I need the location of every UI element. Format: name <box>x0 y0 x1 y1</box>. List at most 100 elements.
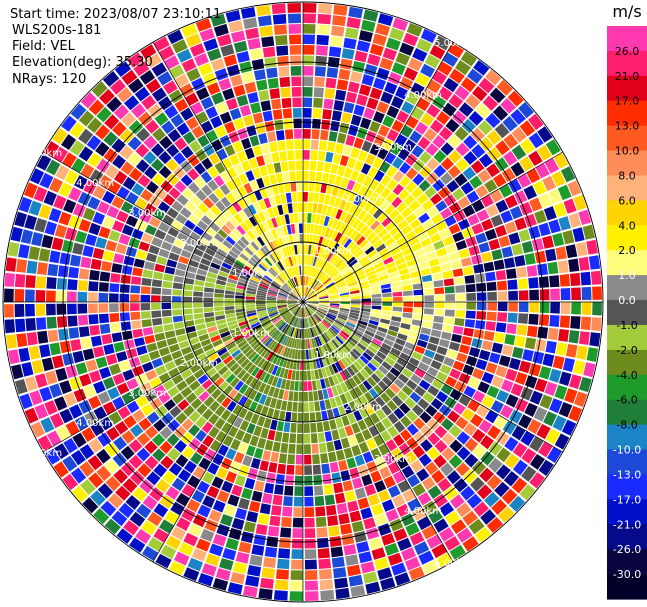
velocity-gate <box>504 436 519 452</box>
velocity-gate <box>316 258 322 268</box>
velocity-gate <box>245 170 255 182</box>
velocity-gate <box>387 425 399 438</box>
velocity-gate <box>366 97 379 110</box>
velocity-gate <box>331 218 339 230</box>
velocity-gate <box>288 256 293 267</box>
velocity-gate <box>434 294 445 301</box>
velocity-gate <box>339 122 350 134</box>
velocity-gate <box>581 286 592 300</box>
velocity-gate <box>413 295 424 302</box>
velocity-gate <box>340 299 350 302</box>
velocity-gate <box>292 359 297 370</box>
velocity-gate <box>315 214 321 225</box>
range-ring-label: 1.00km <box>314 246 352 257</box>
velocity-gate <box>243 398 253 410</box>
velocity-gate <box>317 390 324 401</box>
velocity-gate <box>266 303 277 306</box>
velocity-gate <box>359 395 369 406</box>
velocity-gate <box>248 157 258 169</box>
velocity-gate <box>52 355 64 369</box>
velocity-gate <box>271 376 279 387</box>
velocity-gate <box>303 412 310 423</box>
velocity-gate <box>249 401 258 413</box>
velocity-gate <box>406 22 423 37</box>
velocity-gate <box>291 278 297 288</box>
velocity-gate <box>49 250 61 264</box>
velocity-gate <box>140 311 151 319</box>
velocity-gate <box>75 362 88 375</box>
velocity-gate <box>413 307 424 314</box>
velocity-gate <box>36 154 52 171</box>
velocity-gate <box>592 286 602 300</box>
velocity-gate <box>244 477 256 490</box>
velocity-gate <box>418 179 431 192</box>
velocity-gate <box>390 247 401 256</box>
velocity-gate <box>310 266 314 277</box>
velocity-gate <box>421 88 436 103</box>
velocity-gate <box>239 420 250 432</box>
velocity-gate <box>384 237 395 247</box>
velocity-gate <box>359 239 369 249</box>
velocity-gate <box>158 151 172 165</box>
velocity-gate <box>291 349 296 359</box>
velocity-gate <box>304 444 311 454</box>
velocity-gate <box>369 144 381 156</box>
velocity-gate <box>172 282 183 290</box>
velocity-gate <box>116 528 133 544</box>
velocity-gate <box>79 461 95 477</box>
velocity-gate <box>314 268 320 278</box>
velocity-gate <box>82 497 99 514</box>
velocity-gate <box>303 192 308 202</box>
velocity-gate <box>370 285 381 291</box>
range-ring-labels: 1.00km1.00km1.00km1.00km2.00km2.00km2.00… <box>24 38 472 569</box>
velocity-gate <box>494 225 507 238</box>
velocity-gate <box>203 297 214 302</box>
velocity-gate <box>409 130 422 144</box>
velocity-gate <box>423 373 435 384</box>
velocity-gate <box>529 390 543 405</box>
velocity-gate <box>277 55 289 67</box>
velocity-gate <box>467 213 480 226</box>
velocity-gate <box>291 291 299 298</box>
velocity-gate <box>502 420 517 435</box>
velocity-gate <box>334 143 344 154</box>
velocity-gate <box>476 292 487 301</box>
velocity-gate <box>121 112 136 127</box>
velocity-gate <box>240 221 250 233</box>
velocity-gate <box>287 203 293 214</box>
velocity-gate <box>298 255 301 265</box>
velocity-gate <box>205 553 220 567</box>
velocity-gate <box>174 98 189 112</box>
velocity-gate <box>319 299 329 301</box>
velocity-gate <box>283 368 289 379</box>
velocity-gate <box>372 208 383 219</box>
velocity-gate <box>325 77 337 89</box>
velocity-gate <box>231 330 242 338</box>
velocity-gate <box>278 226 285 237</box>
velocity-gate <box>292 317 298 327</box>
velocity-gate <box>202 408 214 421</box>
velocity-gate <box>335 209 343 220</box>
velocity-gate <box>308 277 313 287</box>
velocity-gate <box>258 223 267 234</box>
velocity-gate <box>372 111 385 124</box>
velocity-gate <box>266 305 277 308</box>
velocity-gate <box>275 399 283 410</box>
velocity-gate <box>350 114 362 127</box>
velocity-gate <box>278 307 288 312</box>
velocity-gate <box>171 477 186 492</box>
velocity-gate <box>357 150 368 162</box>
velocity-gate <box>223 385 234 396</box>
velocity-gate <box>233 366 243 376</box>
velocity-gate <box>78 146 94 162</box>
velocity-gate <box>241 160 251 172</box>
velocity-gate <box>389 383 401 394</box>
velocity-gate <box>358 551 373 564</box>
velocity-gate <box>426 206 439 218</box>
velocity-gate <box>229 217 240 228</box>
velocity-gate <box>353 206 363 218</box>
velocity-gate <box>450 259 462 270</box>
velocity-gate <box>370 470 382 483</box>
velocity-gate <box>303 423 310 433</box>
velocity-gate <box>309 160 317 171</box>
